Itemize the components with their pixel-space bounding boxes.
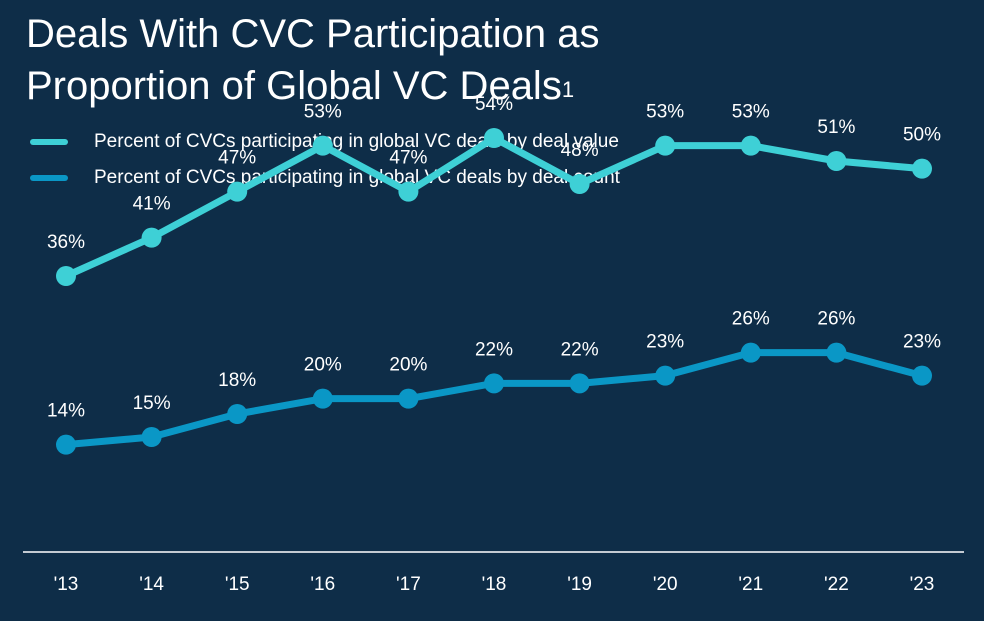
data-point-deal-count bbox=[227, 404, 248, 424]
data-label-deal-count: 20% bbox=[389, 355, 427, 376]
x-tick-label: '18 bbox=[482, 574, 507, 595]
series-line-deal-count bbox=[62, 349, 926, 449]
x-tick-label: '17 bbox=[396, 574, 421, 595]
data-point-deal-count bbox=[398, 388, 419, 409]
data-label-deal-value: 47% bbox=[389, 148, 427, 169]
data-label-deal-count: 14% bbox=[47, 401, 85, 422]
data-point-deal-value bbox=[912, 158, 932, 179]
data-label-deal-count: 26% bbox=[817, 309, 855, 330]
data-label-deal-count: 23% bbox=[646, 332, 684, 353]
legend-swatch-count bbox=[30, 175, 68, 181]
data-point-deal-value bbox=[569, 174, 590, 194]
data-point-deal-count bbox=[484, 373, 504, 394]
series-line-deal-value bbox=[62, 134, 926, 280]
data-point-deal-count bbox=[141, 427, 162, 447]
data-point-deal-value bbox=[141, 227, 162, 248]
data-point-deal-count bbox=[740, 342, 761, 363]
legend-item-count: Percent of CVCs participating in global … bbox=[30, 160, 620, 196]
data-label-deal-count: 15% bbox=[133, 393, 171, 414]
data-label-deal-value: 53% bbox=[646, 102, 684, 123]
data-point-deal-count bbox=[569, 373, 590, 394]
data-point-deal-count bbox=[912, 365, 932, 386]
data-label-deal-value: 48% bbox=[561, 140, 599, 161]
data-point-deal-value bbox=[826, 151, 847, 171]
data-point-deal-value bbox=[655, 135, 676, 156]
data-point-deal-count bbox=[655, 365, 676, 386]
data-label-deal-count: 22% bbox=[475, 339, 513, 360]
data-point-deal-count bbox=[826, 342, 847, 363]
data-point-deal-count bbox=[56, 434, 76, 455]
data-label-deal-count: 26% bbox=[732, 309, 770, 330]
data-label-deal-count: 18% bbox=[218, 370, 256, 391]
x-tick-label: '19 bbox=[567, 574, 592, 595]
data-label-deal-value: 51% bbox=[817, 117, 855, 138]
data-label-deal-value: 47% bbox=[218, 148, 256, 169]
data-label-deal-count: 23% bbox=[903, 332, 941, 353]
data-point-deal-value bbox=[740, 135, 761, 156]
data-label-deal-value: 50% bbox=[903, 125, 941, 146]
data-point-deal-count bbox=[312, 388, 333, 409]
legend-label-count: Percent of CVCs participating in global … bbox=[94, 167, 620, 188]
data-point-deal-value bbox=[312, 135, 333, 156]
x-tick-label: '21 bbox=[738, 574, 763, 595]
title-footnote: 1 bbox=[561, 77, 575, 102]
data-point-deal-value bbox=[227, 181, 248, 202]
data-point-deal-value bbox=[484, 128, 504, 148]
x-tick-label: '23 bbox=[910, 574, 935, 595]
chart-title: Deals With CVC Participation as Proporti… bbox=[26, 8, 746, 112]
x-tick-label: '14 bbox=[139, 574, 164, 595]
data-label-deal-value: 36% bbox=[47, 232, 85, 253]
data-point-deal-value bbox=[398, 181, 419, 202]
legend-swatch-value bbox=[30, 139, 68, 145]
data-label-deal-value: 54% bbox=[475, 94, 513, 115]
x-tick-label: '16 bbox=[310, 574, 335, 595]
x-tick-label: '13 bbox=[54, 574, 79, 595]
data-label-deal-value: 53% bbox=[304, 102, 342, 123]
data-label-deal-value: 53% bbox=[732, 102, 770, 123]
x-tick-label: '20 bbox=[653, 574, 678, 595]
data-label-deal-count: 22% bbox=[561, 339, 599, 360]
chart-title-text: Deals With CVC Participation as Proporti… bbox=[26, 12, 600, 108]
data-label-deal-count: 20% bbox=[304, 355, 342, 376]
data-point-deal-value bbox=[56, 266, 76, 286]
data-label-deal-value: 41% bbox=[133, 194, 171, 215]
x-tick-label: '22 bbox=[824, 574, 849, 595]
x-tick-label: '15 bbox=[225, 574, 250, 595]
